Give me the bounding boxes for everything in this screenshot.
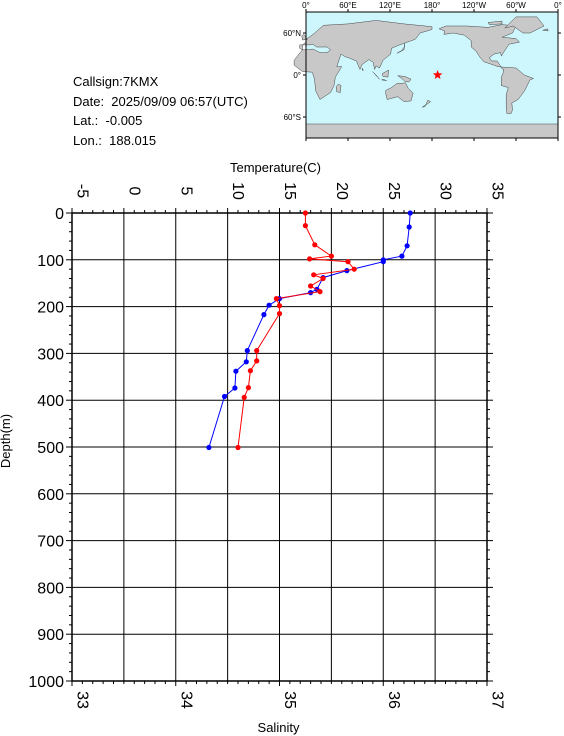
- map-landmass: [396, 43, 405, 54]
- map-landmass: [293, 20, 433, 100]
- map-landmass: [380, 78, 387, 81]
- map-lon-label: 180°: [424, 1, 441, 10]
- salinity-tick-label: 36: [385, 691, 402, 709]
- salinity-point: [311, 272, 317, 278]
- temperature-point: [308, 290, 314, 296]
- map-landmass: [372, 71, 380, 80]
- depth-tick-label: 400: [37, 393, 64, 410]
- salinity-point: [241, 394, 247, 400]
- temperature-tick-label: -5: [74, 184, 91, 198]
- map-landmass: [422, 99, 432, 108]
- longitude-label: Lon.: 188.015: [73, 132, 157, 148]
- salinity-tick-label: 35: [281, 691, 298, 709]
- date-label: Date: 2025/09/09 06:57(UTC): [73, 93, 248, 109]
- temperature-point: [404, 243, 410, 249]
- salinity-point: [245, 385, 251, 391]
- map-lon-label: 120°W: [462, 1, 487, 10]
- map-lon-label: 120°E: [379, 1, 401, 10]
- map-lat-label: 0°: [293, 71, 301, 80]
- salinity-tick-label: 33: [74, 691, 91, 709]
- salinity-point: [276, 311, 283, 317]
- map-lon-label: 60°E: [339, 1, 356, 10]
- star-icon: [432, 70, 443, 79]
- temperature-series: [206, 210, 413, 451]
- salinity-point: [351, 266, 357, 272]
- map-landmass: [397, 75, 412, 83]
- callsign-label: Callsign:7KMX: [73, 74, 159, 89]
- temperature-tick-label: 10: [229, 182, 246, 200]
- map-lat-label: 60°N: [283, 29, 301, 38]
- depth-tick-label: 100: [37, 253, 64, 270]
- depth-tick-label: 800: [37, 580, 64, 597]
- salinity-point: [312, 242, 318, 248]
- temperature-point: [221, 393, 228, 400]
- temperature-point: [380, 259, 386, 265]
- map-landmass: [335, 83, 342, 93]
- map-lat-label: 60°S: [284, 113, 301, 122]
- depth-tick-label: 700: [37, 534, 64, 551]
- temperature-point: [399, 253, 405, 259]
- salinity-point: [235, 444, 241, 451]
- temperature-point: [243, 359, 249, 365]
- salinity-point: [328, 253, 334, 259]
- salinity-point: [320, 275, 326, 282]
- map-landmass: [542, 28, 549, 32]
- depth-tick-label: 600: [37, 487, 64, 504]
- salinity-point: [254, 358, 260, 364]
- salinity-point: [308, 283, 314, 289]
- map-lon-label: 60°W: [506, 1, 526, 10]
- map-landmass: [503, 16, 545, 34]
- depth-tick-label: 200: [37, 300, 64, 317]
- salinity-point: [254, 348, 260, 354]
- map-lon-label: 0°: [302, 1, 310, 10]
- temperature-tick-label: 0: [125, 187, 142, 196]
- temperature-tick-label: 15: [281, 182, 298, 200]
- temperature-tick-label: 5: [177, 187, 194, 196]
- salinity-point: [317, 289, 323, 295]
- temperature-tick-label: 30: [437, 182, 454, 200]
- temperature-tick-label: 35: [489, 182, 506, 200]
- salinity-point: [345, 259, 351, 265]
- temperature-point: [233, 368, 239, 374]
- depth-tick-label: 300: [37, 346, 64, 363]
- salinity-tick-label: 34: [177, 691, 194, 709]
- depth-tick-label: 900: [37, 627, 64, 644]
- map-landmass: [385, 82, 414, 102]
- map-landmass: [487, 20, 503, 25]
- temperature-profile-line: [208, 212, 411, 448]
- map-landmass: [382, 69, 389, 78]
- depth-tick-label: 1000: [28, 674, 64, 691]
- temperature-point: [266, 302, 272, 308]
- map-landmass: [438, 24, 535, 114]
- temperature-point: [232, 385, 238, 391]
- salinity-point: [273, 296, 279, 302]
- salinity-point: [307, 256, 313, 262]
- salinity-point: [302, 223, 308, 229]
- depth-tick-label: 500: [37, 440, 64, 457]
- salinity-point: [302, 210, 308, 216]
- map-landmass: [361, 67, 364, 72]
- salinity-tick-label: 37: [489, 691, 506, 709]
- temperature-point: [407, 210, 413, 216]
- salinity-point: [276, 303, 283, 309]
- salinity-point: [247, 368, 253, 374]
- temperature-point: [206, 444, 212, 451]
- temperature-point: [244, 348, 250, 354]
- station-info: Callsign:7KMX Date: 2025/09/09 06:57(UTC…: [73, 72, 248, 150]
- temperature-point: [261, 312, 267, 318]
- depth-tick-label: 0: [55, 206, 64, 223]
- temperature-axis-label: Temperature(C): [230, 160, 321, 175]
- temperature-point: [406, 224, 412, 230]
- salinity-profile-line: [237, 213, 356, 448]
- depth-axis-label: Depth(m): [0, 414, 13, 468]
- temperature-tick-label: 20: [333, 182, 350, 200]
- salinity-axis-label: Salinity: [258, 720, 300, 735]
- latitude-label: Lat.: -0.005: [73, 113, 143, 128]
- grid: [71, 212, 488, 682]
- map-lon-label: 0°: [554, 1, 562, 10]
- temperature-tick-label: 25: [385, 182, 402, 200]
- salinity-series: [235, 210, 357, 451]
